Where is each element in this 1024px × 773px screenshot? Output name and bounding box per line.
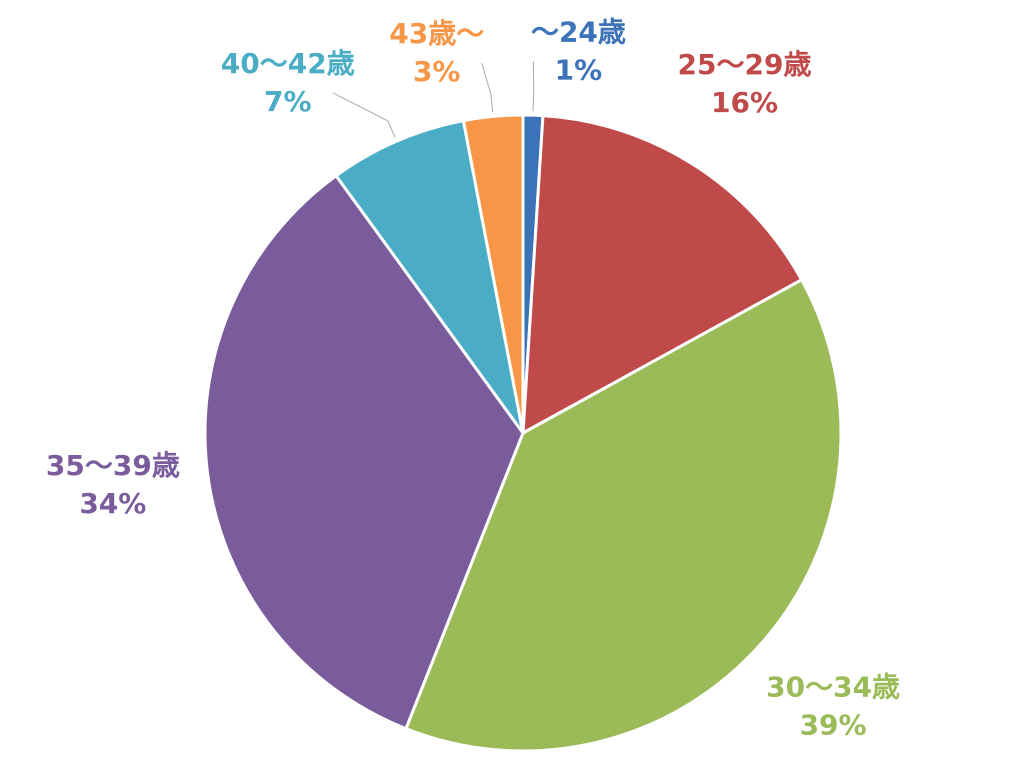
pie-slice [203, 173, 525, 731]
data-label-category: ～24歳 [531, 16, 626, 49]
leader-line [332, 92, 396, 138]
leader-line [532, 61, 535, 112]
data-label-value: 7% [264, 85, 312, 118]
data-label-value: 1% [555, 54, 603, 87]
data-label-category: 30～34歳 [766, 670, 900, 703]
pie-slice [461, 113, 525, 434]
data-label-value: 3% [413, 55, 461, 88]
data-label-category: 43歳～ [389, 17, 484, 50]
data-label-value: 16% [711, 86, 778, 119]
pie-slice [521, 114, 804, 436]
leader-line [481, 62, 494, 113]
data-label-value: 34% [79, 487, 146, 520]
data-label-category: 40～42歳 [221, 47, 355, 80]
data-label-category: 25～29歳 [678, 48, 812, 81]
pie-slice [333, 118, 525, 434]
pie-slice [403, 277, 843, 753]
data-label-category: 35～39歳 [46, 449, 180, 482]
data-label-value: 39% [800, 708, 867, 741]
